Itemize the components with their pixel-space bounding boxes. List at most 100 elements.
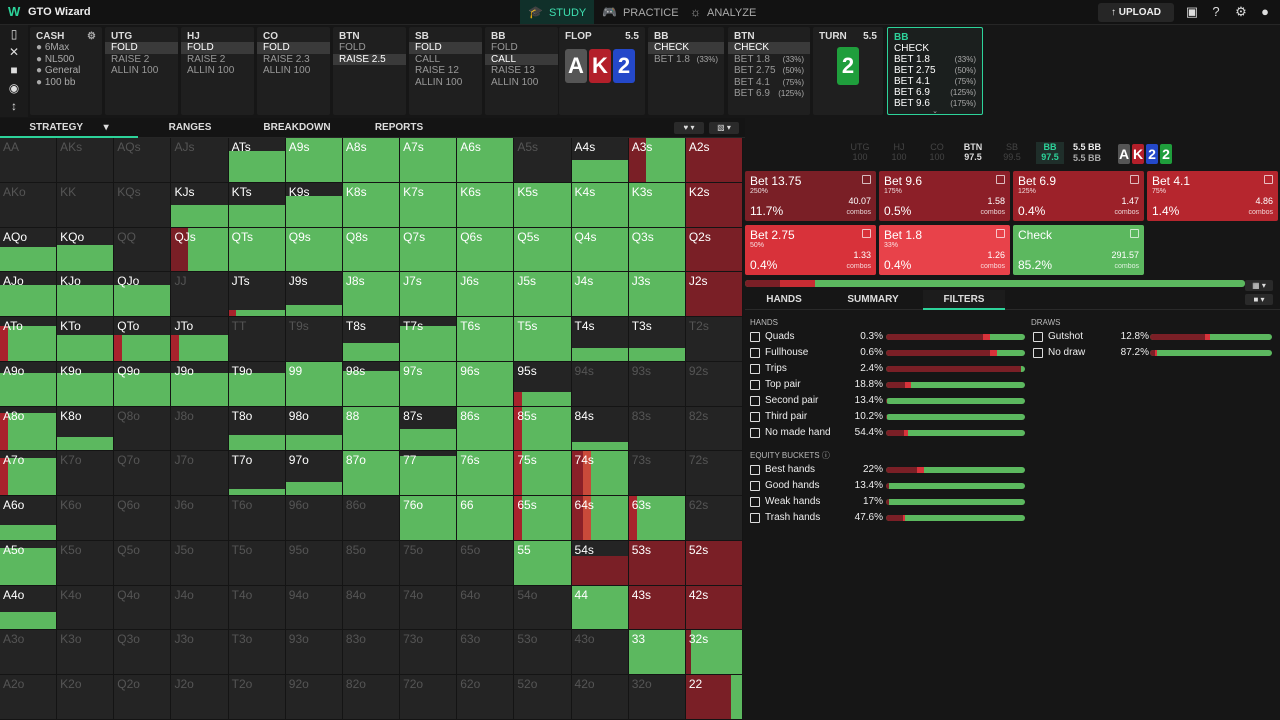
hand-cell[interactable]: KTo [57, 317, 115, 362]
hand-cell[interactable]: 95o [285, 540, 343, 586]
hand-cell[interactable]: 92o [285, 675, 343, 720]
action-option[interactable]: ALLIN 100 [263, 65, 311, 76]
hand-cell[interactable]: J4s [571, 272, 629, 318]
expand-icon[interactable] [862, 175, 871, 184]
hand-cell[interactable]: K5o [57, 540, 115, 586]
hand-cell[interactable]: 83s [628, 406, 686, 452]
hand-cell[interactable]: 87o [342, 451, 401, 497]
hand-cell[interactable]: Q8o [114, 406, 172, 452]
hand-cell[interactable]: 22 [685, 675, 743, 720]
tab-filters[interactable]: FILTERS [923, 290, 1005, 310]
expand-icon[interactable] [1130, 175, 1139, 184]
checkbox[interactable] [750, 380, 760, 390]
hand-cell[interactable]: 88 [342, 406, 401, 452]
hand-cell[interactable]: A5s [514, 138, 572, 183]
action-option[interactable]: BET 9.6 (175%) [888, 98, 982, 109]
seat-sb[interactable]: SB 99.5 [998, 142, 1026, 164]
action-option[interactable]: RAISE 2 [111, 53, 150, 65]
hand-cell[interactable]: K2s [685, 182, 743, 228]
hand-cell[interactable]: 74s [571, 451, 629, 497]
controller-icon[interactable]: ◉ [8, 81, 20, 95]
hand-cell[interactable]: 76o [400, 496, 458, 541]
checkbox[interactable] [750, 497, 760, 507]
hand-cell[interactable]: AJo [0, 272, 58, 318]
checkbox[interactable] [750, 396, 760, 406]
hand-cell[interactable]: 94o [285, 585, 343, 631]
hand-cell[interactable]: T5o [228, 540, 286, 586]
expand-icon[interactable] [1264, 175, 1273, 184]
hand-cell[interactable]: K6s [457, 182, 515, 228]
heart-filter-icon[interactable]: ♥ ▾ [674, 122, 704, 134]
hand-cell[interactable]: AA [0, 138, 58, 183]
hand-cell[interactable]: 98s [342, 361, 401, 407]
tab-hands[interactable]: HANDS [766, 294, 802, 305]
hand-cell[interactable]: 82s [685, 406, 743, 452]
hand-cell[interactable]: Q2o [114, 675, 172, 720]
gear-icon[interactable]: ⚙ [1235, 4, 1247, 19]
hand-cell[interactable]: Q9o [114, 361, 172, 407]
hand-cell[interactable]: 42s [685, 585, 743, 631]
hand-cell[interactable]: K8s [342, 182, 401, 228]
checkbox[interactable] [1033, 348, 1043, 358]
seat-btn[interactable]: BTN 97.5 [959, 142, 987, 164]
hand-cell[interactable]: AKs [57, 138, 115, 183]
upload-button[interactable]: ↑ UPLOAD [1098, 3, 1174, 22]
hand-cell[interactable]: J2o [171, 675, 229, 720]
hand-cell[interactable]: 93s [628, 361, 686, 407]
hand-cell[interactable]: A4o [0, 585, 58, 631]
hand-cell[interactable]: KTs [228, 182, 286, 228]
position-col-bb[interactable]: BB FOLD CALL RAISE 13 ALLIN 100 [485, 27, 558, 115]
hand-cell[interactable]: Q4s [571, 227, 629, 273]
action-option[interactable]: CALL [485, 53, 558, 65]
hand-cell[interactable]: A9o [0, 361, 58, 407]
bookmark-icon[interactable]: ▯ [10, 27, 18, 41]
hand-cell[interactable]: 66 [457, 496, 515, 541]
filter-row[interactable]: No draw 87.2% [1033, 346, 1272, 360]
flop-btn-actions[interactable]: BTN CHECK BET 1.8 (33%) BET 2.75 (50%) BET 4.1… [728, 27, 810, 115]
chevron-down-icon[interactable]: ⌄ [932, 108, 938, 115]
hand-cell[interactable]: 94s [571, 361, 629, 407]
help-icon[interactable]: ? [1212, 4, 1220, 19]
hand-cell[interactable]: 84s [571, 406, 629, 452]
action-option[interactable]: CALL [415, 53, 441, 65]
hand-cell[interactable]: A3o [0, 630, 58, 676]
hand-cell[interactable]: 82o [342, 675, 401, 720]
hand-cell[interactable]: K8o [57, 406, 115, 452]
action-option[interactable]: CHECK [888, 43, 982, 54]
hand-cell[interactable]: J2s [685, 272, 743, 318]
hand-cell[interactable]: 97s [400, 361, 458, 407]
hand-cell[interactable]: 72o [400, 675, 458, 720]
seat-hj[interactable]: HJ 100 [885, 142, 913, 164]
action-option[interactable]: CHECK [728, 42, 810, 54]
action-option[interactable]: FOLD [409, 42, 482, 54]
turn-panel[interactable]: TURN 5.5 2 [813, 27, 883, 115]
hand-cell[interactable]: 76s [457, 451, 515, 497]
hand-cell[interactable]: KQo [57, 227, 115, 273]
hand-cell[interactable]: Q6s [457, 227, 515, 273]
seat-co[interactable]: CO 100 [923, 142, 951, 164]
checkbox[interactable] [750, 513, 760, 523]
filter-row[interactable]: Top pair 18.8% [750, 378, 1025, 392]
hand-cell[interactable]: A7o [0, 451, 58, 497]
hand-cell[interactable]: Q9s [285, 227, 343, 273]
hand-cell[interactable]: QTs [228, 227, 286, 273]
hand-cell[interactable]: 77 [400, 451, 458, 497]
hand-cell[interactable]: A6o [0, 496, 58, 541]
hand-cell[interactable]: 64o [457, 585, 515, 631]
position-col-hj[interactable]: HJ FOLD RAISE 2 ALLIN 100 [181, 27, 254, 115]
hand-cell[interactable]: JTo [171, 317, 229, 362]
hand-cell[interactable]: T4o [228, 585, 286, 631]
action-option[interactable]: BET 1.8 (33%) [648, 54, 724, 66]
hand-cell[interactable]: 86o [342, 496, 401, 541]
hand-cell[interactable]: T7o [228, 451, 286, 497]
seat-utg[interactable]: UTG 100 [846, 142, 874, 164]
hand-cell[interactable]: 53s [628, 540, 686, 586]
action-option[interactable]: BET 4.1 (75%) [728, 77, 810, 89]
hand-cell[interactable]: KK [57, 182, 115, 228]
hand-cell[interactable]: 64s [571, 496, 629, 541]
hand-cell[interactable]: J9o [171, 361, 229, 407]
hand-cell[interactable]: T8o [228, 406, 286, 452]
hand-cell[interactable]: 96s [457, 361, 515, 407]
hand-cell[interactable]: JTs [228, 272, 286, 318]
hand-cell[interactable]: AQo [0, 227, 58, 273]
